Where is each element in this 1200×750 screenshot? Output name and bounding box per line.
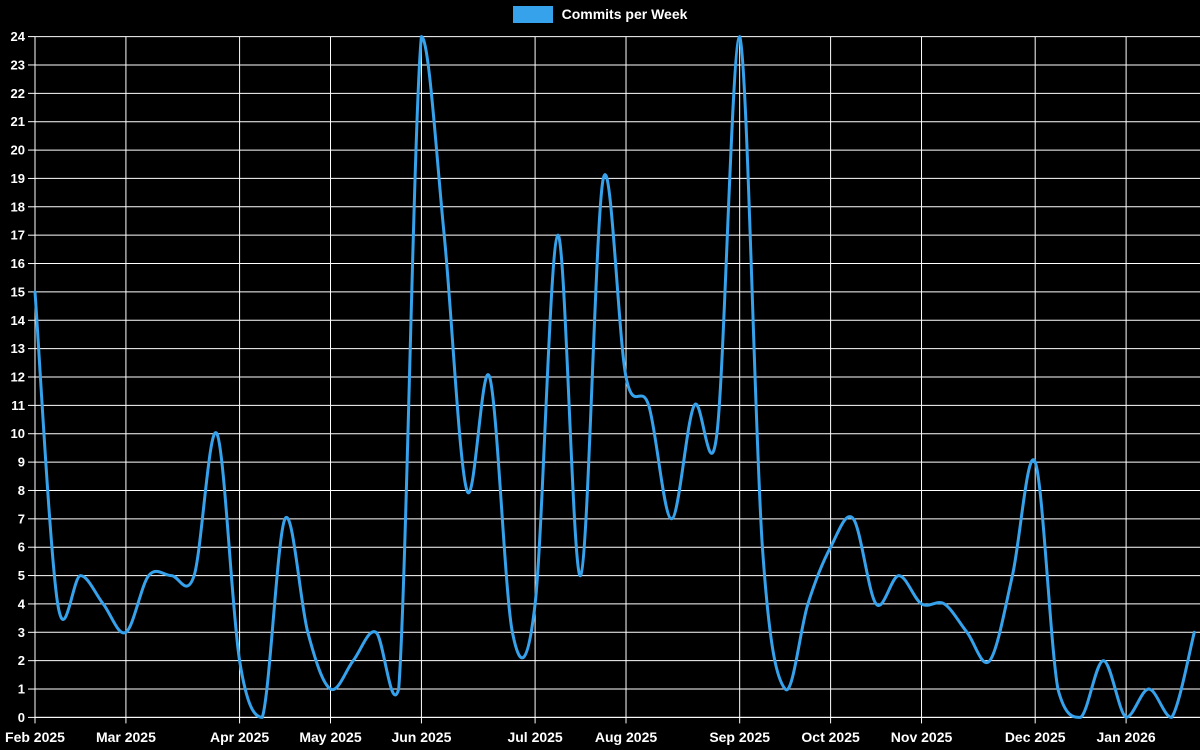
x-tick-label: Apr 2025 xyxy=(210,729,269,745)
y-tick-label: 14 xyxy=(11,313,26,328)
y-tick-label: 2 xyxy=(18,653,25,668)
y-tick-label: 3 xyxy=(18,625,25,640)
y-tick-label: 15 xyxy=(11,284,25,299)
x-tick-label: Aug 2025 xyxy=(595,729,657,745)
y-tick-label: 9 xyxy=(18,455,25,470)
y-tick-label: 8 xyxy=(18,483,25,498)
y-tick-label: 22 xyxy=(11,86,25,101)
y-tick-label: 11 xyxy=(11,398,25,413)
y-tick-label: 5 xyxy=(18,568,25,583)
x-tick-label: Jul 2025 xyxy=(507,729,562,745)
x-tick-label: May 2025 xyxy=(299,729,361,745)
y-tick-label: 13 xyxy=(11,341,25,356)
y-tick-label: 19 xyxy=(11,171,25,186)
x-tick-label: Dec 2025 xyxy=(1005,729,1066,745)
y-tick-label: 6 xyxy=(18,540,25,555)
x-tick-label: Jan 2026 xyxy=(1097,729,1156,745)
x-tick-label: Jun 2025 xyxy=(391,729,451,745)
commits-line-series xyxy=(33,35,1196,719)
y-tick-label: 0 xyxy=(18,710,25,725)
y-tick-label: 23 xyxy=(11,57,25,72)
y-tick-label: 4 xyxy=(18,596,26,611)
y-tick-label: 20 xyxy=(11,143,25,158)
y-tick-label: 17 xyxy=(11,228,25,243)
x-tick-label: Nov 2025 xyxy=(891,729,953,745)
y-tick-label: 1 xyxy=(18,682,25,697)
legend-swatch xyxy=(512,6,553,23)
x-tick-label: Feb 2025 xyxy=(5,729,65,745)
y-tick-label: 10 xyxy=(11,426,25,441)
y-tick-label: 7 xyxy=(18,511,25,526)
y-tick-label: 24 xyxy=(11,29,26,44)
x-tick-label: Sep 2025 xyxy=(709,729,770,745)
y-tick-label: 12 xyxy=(11,370,25,385)
x-tick-label: Oct 2025 xyxy=(801,729,860,745)
x-tick-label: Mar 2025 xyxy=(96,729,156,745)
y-tick-label: 18 xyxy=(11,199,25,214)
y-tick-label: 16 xyxy=(11,256,25,271)
y-tick-label: 21 xyxy=(11,114,25,129)
chart-legend-item[interactable]: Commits per Week xyxy=(0,6,1200,23)
legend-label: Commits per Week xyxy=(561,6,688,22)
